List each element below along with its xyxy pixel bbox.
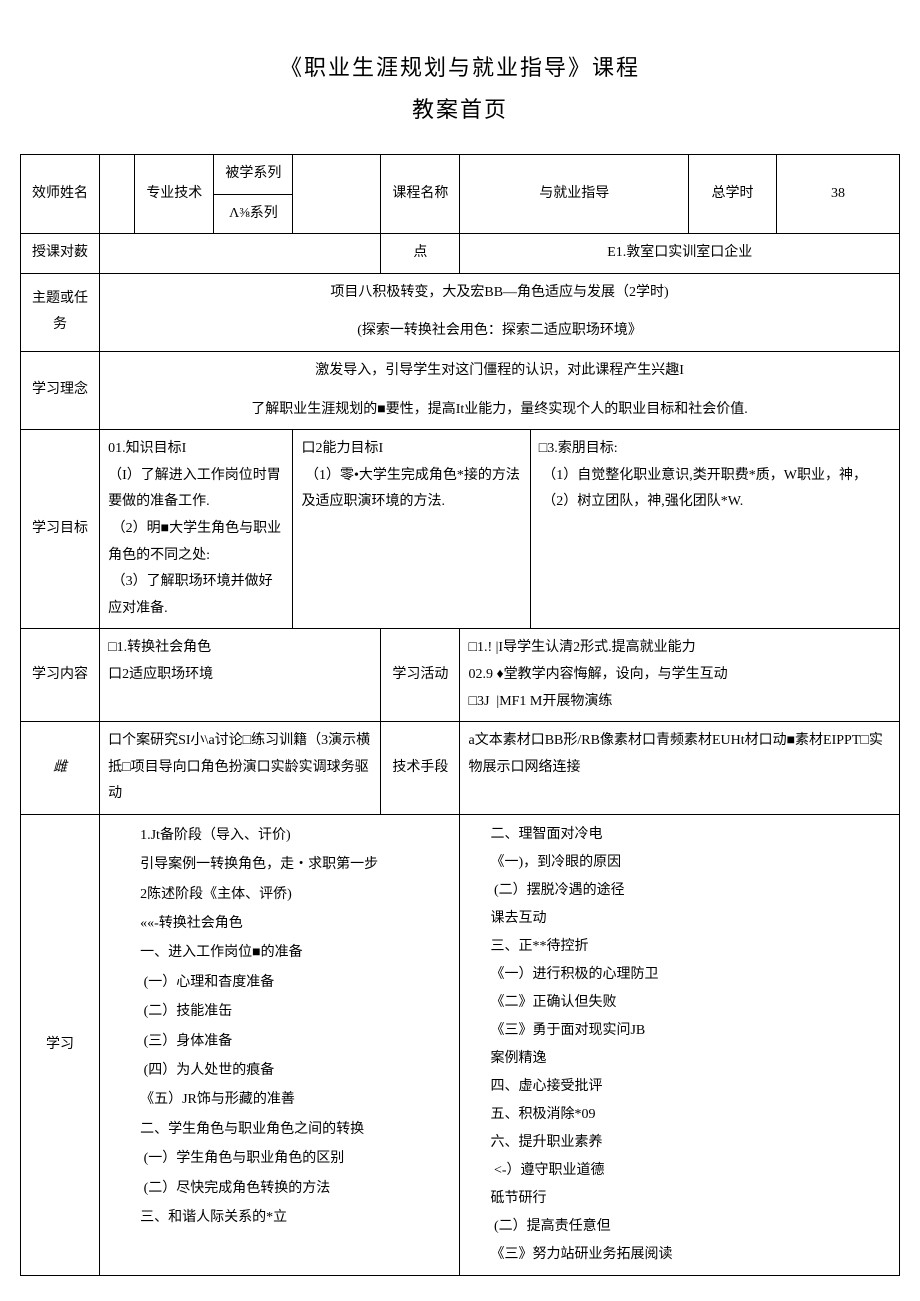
concept-label: 学习理念 [21, 351, 100, 429]
concept-line1: 激发导入，引导学生对这门僵程的认识，对此课程产生兴趣I [100, 351, 900, 390]
course-label: 课程名称 [381, 155, 460, 234]
table-row: 学习理念 激发导入，引导学生对这门僵程的认识，对此课程产生兴趣I [21, 351, 900, 390]
page-title-main: 《职业生涯规划与就业指导》课程 [20, 50, 900, 82]
course-value: 与就业指导 [460, 155, 689, 234]
method-label: 雌 [21, 722, 100, 815]
teacher-name-label: 效师姓名 [21, 155, 100, 234]
topic-label: 主题或任务 [21, 273, 100, 351]
teacher-name-value [100, 155, 135, 234]
goals-col3: □3.索朋目标: （1）自觉整化职业意识,类开职费*质，W职业，神， （2）树立… [530, 430, 899, 629]
learning-right: 二、理智面对冷电 《一)，到冷眼的原因 (二）摆脱冷遇的途径 课去互动 三、正*… [460, 814, 900, 1275]
point-label: 点 [381, 234, 460, 274]
spec-label: 专业技术 [135, 155, 214, 234]
table-row: 效师姓名 专业技术 被学系列 课程名称 与就业指导 总学时 38 [21, 155, 900, 195]
table-row: 雌 口个案研究SI小\a讨论□练习训籍（3演示横抵□项目导向口角色扮演口实龄实调… [21, 722, 900, 815]
target-label: 授课对薮 [21, 234, 100, 274]
table-row: (探索一转换社会用色：探索二适应职场环境》 [21, 312, 900, 351]
learning-left: 1.Jt备阶段（导入、讦价) 引导案例一转换角色，走・求职第一步 2陈述阶段《主… [100, 814, 460, 1275]
goals-col2: 口2能力目标I （1）零•大学生完成角色*接的方法及适应职演环境的方法. [293, 430, 530, 629]
learning-label: 学习 [21, 814, 100, 1275]
table-row: 主题或任务 项目八积极转变，大及宏BB—角色适应与发展（2学时) [21, 273, 900, 312]
target-value [100, 234, 381, 274]
topic-line2: (探索一转换社会用色：探索二适应职场环境》 [100, 312, 900, 351]
activity-right: □1.! |I导学生认清2形式.提高就业能力 02.9 ♦堂教学内容悔解，设向，… [460, 629, 900, 722]
topic-line1: 项目八积极转变，大及宏BB—角色适应与发展（2学时) [100, 273, 900, 312]
content-left: □1.转换社会角色 口2适应职场环境 [100, 629, 381, 722]
method-left: 口个案研究SI小\a讨论□练习训籍（3演示横抵□项目导向口角色扮演口实龄实调球务… [100, 722, 381, 815]
table-row: 学习目标 01.知识目标I （I）了解进入工作岗位时胃要做的准备工作. （2）明… [21, 430, 900, 629]
hours-label: 总学时 [689, 155, 777, 234]
lesson-plan-table: 效师姓名 专业技术 被学系列 课程名称 与就业指导 总学时 38 Λ⅜系列 授课… [20, 154, 900, 1276]
point-value: E1.敦室口实训室口企业 [460, 234, 900, 274]
table-row: 授课对薮 点 E1.敦室口实训室口企业 [21, 234, 900, 274]
tech-label: 技术手段 [381, 722, 460, 815]
series-label: 被学系列 [214, 155, 293, 195]
activity-label: 学习活动 [381, 629, 460, 722]
content-label: 学习内容 [21, 629, 100, 722]
hours-value: 38 [776, 155, 899, 234]
series-blank [293, 155, 381, 234]
concept-line2: 了解职业生涯规划的■要性，提高It业能力，量终实现个人的职业目标和社会价值. [100, 391, 900, 430]
page-title-sub: 教案首页 [20, 92, 900, 124]
table-row: 了解职业生涯规划的■要性，提高It业能力，量终实现个人的职业目标和社会价值. [21, 391, 900, 430]
series-value: Λ⅜系列 [214, 194, 293, 234]
table-row: 学习内容 □1.转换社会角色 口2适应职场环境 学习活动 □1.! |I导学生认… [21, 629, 900, 722]
tech-right: a文本素材口BB形/RB像素材口青频素材EUHt材口动■素材EIPPT□实物展示… [460, 722, 900, 815]
table-row: 学习 1.Jt备阶段（导入、讦价) 引导案例一转换角色，走・求职第一步 2陈述阶… [21, 814, 900, 1275]
goals-label: 学习目标 [21, 430, 100, 629]
goals-col1: 01.知识目标I （I）了解进入工作岗位时胃要做的准备工作. （2）明■大学生角… [100, 430, 293, 629]
